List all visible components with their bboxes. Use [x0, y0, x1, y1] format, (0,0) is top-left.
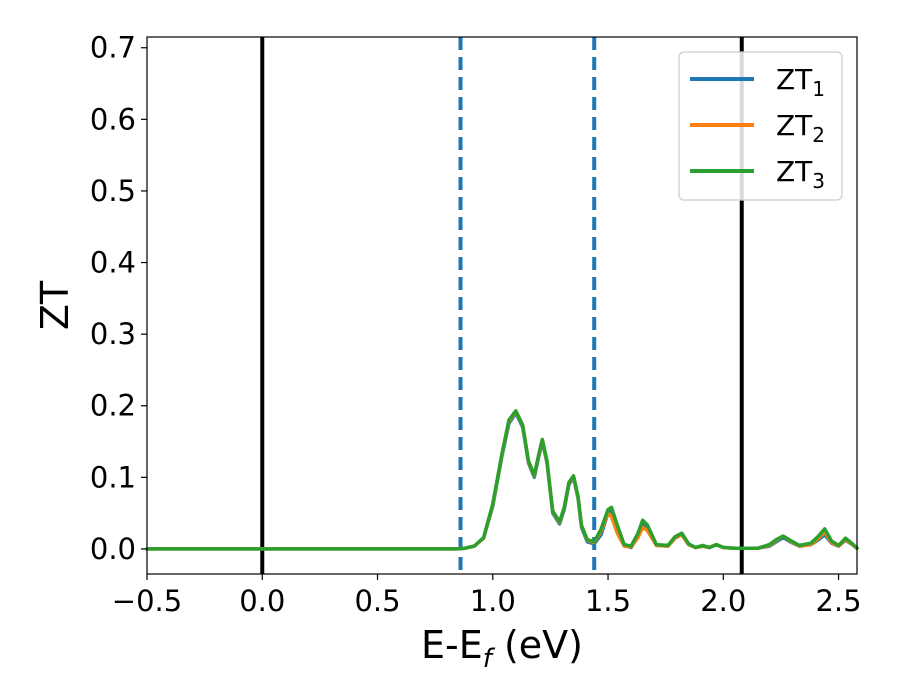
- x-tick-label: 2.0: [700, 584, 746, 618]
- legend-label-zt2: ZT2: [776, 109, 825, 147]
- legend-label-zt1: ZT1: [776, 63, 825, 101]
- series-line-zt3: [145, 409, 859, 551]
- x-tick-label: 1.0: [470, 584, 516, 618]
- series-line-zt2: [145, 409, 859, 551]
- legend: ZT1 ZT2 ZT3: [678, 51, 843, 201]
- x-axis-title: E-Ef (eV): [421, 623, 583, 674]
- y-tick-label: 0.3: [90, 317, 136, 351]
- y-tick-label: 0.7: [90, 31, 136, 65]
- y-tick-label: 0.4: [90, 246, 136, 280]
- x-tick-label: 0.0: [239, 584, 285, 618]
- x-axis-ticks: −0.5 0.0 0.5 1.0 1.5 2.0 2.5: [112, 574, 862, 618]
- reference-lines: [260, 37, 744, 574]
- y-tick-label: 0.2: [90, 389, 136, 423]
- x-tick-label: 2.5: [815, 584, 861, 618]
- y-axis-title: ZT: [33, 280, 77, 330]
- x-tick-label: −0.5: [112, 584, 182, 618]
- y-axis-ticks: 0.0 0.1 0.2 0.3 0.4 0.5 0.6 0.7: [90, 31, 147, 566]
- y-tick-label: 0.6: [90, 102, 136, 136]
- x-tick-label: 1.5: [585, 584, 631, 618]
- series-lines: [145, 409, 859, 551]
- x-axis-title-tail: (eV): [492, 623, 583, 667]
- y-tick-label: 0.0: [90, 532, 136, 566]
- legend-box: [678, 51, 843, 201]
- y-tick-label: 0.1: [90, 460, 136, 494]
- x-tick-label: 0.5: [354, 584, 400, 618]
- legend-label-zt3: ZT3: [776, 155, 825, 193]
- series-line-zt1: [145, 411, 859, 551]
- x-axis-title-main: E-E: [421, 623, 483, 667]
- plot-frame: [146, 36, 858, 575]
- y-tick-label: 0.5: [90, 174, 136, 208]
